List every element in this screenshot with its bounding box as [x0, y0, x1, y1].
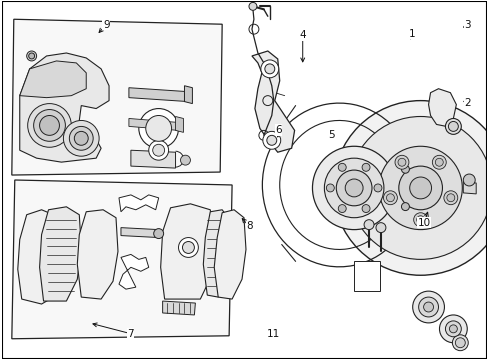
Circle shape: [375, 223, 385, 233]
Circle shape: [63, 121, 99, 156]
Polygon shape: [40, 207, 81, 301]
Polygon shape: [175, 117, 183, 132]
Circle shape: [413, 213, 427, 227]
Circle shape: [312, 146, 395, 230]
Text: 7: 7: [127, 329, 134, 339]
Circle shape: [447, 121, 457, 131]
Polygon shape: [129, 118, 178, 130]
Polygon shape: [427, 89, 455, 126]
Circle shape: [148, 140, 168, 160]
Circle shape: [445, 118, 460, 134]
Circle shape: [336, 170, 371, 206]
Polygon shape: [20, 53, 109, 162]
Circle shape: [29, 53, 35, 59]
Text: 6: 6: [275, 125, 281, 135]
Polygon shape: [119, 195, 158, 212]
Circle shape: [431, 155, 446, 169]
Text: 9: 9: [102, 19, 109, 30]
Circle shape: [69, 126, 93, 150]
Bar: [353, 261, 379, 291]
Circle shape: [345, 179, 362, 197]
Circle shape: [248, 3, 256, 10]
Polygon shape: [12, 180, 232, 339]
Circle shape: [439, 315, 467, 343]
Circle shape: [27, 51, 37, 61]
Circle shape: [451, 335, 468, 351]
Circle shape: [28, 104, 71, 147]
Polygon shape: [129, 88, 188, 102]
Circle shape: [348, 117, 488, 260]
Circle shape: [40, 116, 60, 135]
Circle shape: [152, 144, 164, 156]
Circle shape: [416, 216, 424, 224]
Circle shape: [378, 146, 461, 230]
Circle shape: [401, 165, 408, 173]
Circle shape: [445, 321, 460, 337]
Text: 4: 4: [299, 30, 305, 40]
Polygon shape: [12, 19, 222, 175]
Circle shape: [446, 194, 454, 202]
Circle shape: [139, 109, 178, 148]
Text: 5: 5: [328, 130, 334, 140]
Polygon shape: [203, 210, 228, 297]
Text: 1: 1: [408, 28, 414, 39]
Text: 11: 11: [266, 329, 280, 339]
Text: 10: 10: [417, 218, 430, 228]
Circle shape: [266, 135, 276, 145]
Circle shape: [324, 158, 383, 218]
Circle shape: [145, 116, 171, 141]
Circle shape: [373, 184, 381, 192]
Circle shape: [338, 163, 346, 171]
Circle shape: [34, 109, 65, 141]
Circle shape: [361, 204, 369, 212]
Polygon shape: [214, 210, 245, 299]
Circle shape: [386, 194, 394, 202]
Polygon shape: [462, 182, 475, 194]
Text: 2: 2: [464, 98, 470, 108]
Circle shape: [412, 291, 444, 323]
Polygon shape: [251, 51, 294, 152]
Circle shape: [462, 174, 474, 186]
Circle shape: [74, 131, 88, 145]
Polygon shape: [121, 228, 158, 238]
Polygon shape: [131, 150, 175, 168]
Polygon shape: [161, 204, 215, 299]
Text: 3: 3: [464, 19, 470, 30]
Circle shape: [178, 238, 198, 257]
Circle shape: [364, 220, 373, 230]
Circle shape: [333, 100, 488, 275]
Circle shape: [394, 155, 408, 169]
Circle shape: [448, 325, 456, 333]
Circle shape: [434, 158, 442, 166]
Circle shape: [264, 64, 274, 74]
Circle shape: [398, 166, 442, 210]
Circle shape: [443, 191, 457, 205]
Circle shape: [361, 163, 369, 171]
Polygon shape: [77, 210, 118, 299]
Polygon shape: [20, 61, 86, 98]
Circle shape: [180, 155, 190, 165]
Circle shape: [397, 158, 405, 166]
Circle shape: [423, 302, 433, 312]
Polygon shape: [119, 255, 148, 289]
Text: 8: 8: [245, 221, 252, 231]
Circle shape: [383, 191, 397, 205]
Circle shape: [454, 338, 464, 348]
Polygon shape: [163, 301, 195, 315]
Circle shape: [338, 204, 346, 212]
Circle shape: [325, 184, 334, 192]
Polygon shape: [18, 210, 60, 304]
Circle shape: [153, 229, 163, 239]
Circle shape: [263, 131, 280, 149]
Circle shape: [260, 60, 278, 78]
Polygon shape: [184, 86, 192, 104]
Circle shape: [182, 242, 194, 253]
Circle shape: [409, 177, 431, 199]
Circle shape: [418, 297, 438, 317]
Circle shape: [401, 203, 408, 211]
